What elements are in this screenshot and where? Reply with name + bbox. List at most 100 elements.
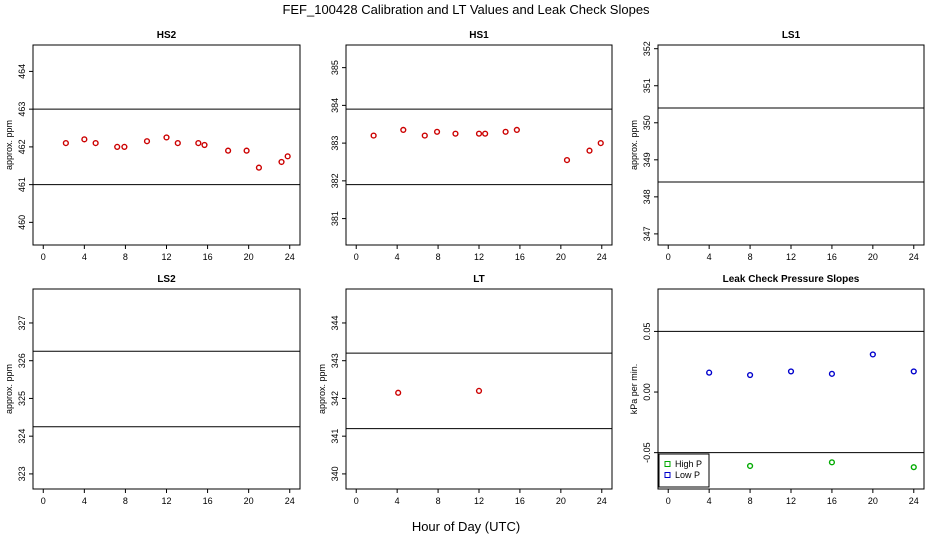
y-tick-label: 342 (330, 391, 340, 406)
data-point (225, 147, 232, 154)
y-tick-label: 462 (17, 139, 27, 154)
y-tick-label: 351 (642, 78, 652, 93)
panel-title: LT (473, 274, 484, 285)
x-tick-label: 8 (123, 252, 128, 262)
data-point (400, 126, 407, 134)
x-tick-label: 12 (474, 496, 484, 506)
y-tick-label: 341 (330, 429, 340, 444)
x-tick-label: 20 (556, 496, 566, 506)
y-tick-label: 340 (330, 466, 340, 481)
data-point (482, 130, 489, 137)
data-point (92, 140, 99, 147)
y-tick-label: 325 (17, 391, 27, 406)
legend-box (658, 453, 710, 488)
y-tick-label: 461 (17, 177, 27, 192)
panel-title: HS2 (157, 30, 177, 41)
legend-swatch (664, 461, 671, 467)
legend-label: High P (675, 459, 702, 469)
x-tick-label: 8 (748, 252, 753, 262)
y-tick-label: 348 (642, 189, 652, 204)
y-tick-label: 0.00 (642, 383, 652, 401)
y-axis-label: kPa per min. (629, 364, 639, 415)
plot-frame (345, 44, 613, 246)
data-point (597, 140, 604, 147)
x-tick-label: 20 (244, 252, 254, 262)
x-tick-label: 4 (395, 252, 400, 262)
data-point (828, 459, 836, 466)
x-tick-label: 0 (41, 496, 46, 506)
x-tick-label: 0 (666, 496, 671, 506)
legend-label: Low P (675, 470, 700, 480)
data-point (143, 138, 151, 145)
x-tick-label: 16 (203, 496, 213, 506)
x-tick-label: 24 (909, 252, 919, 262)
data-point (910, 464, 917, 471)
data-point (201, 141, 208, 149)
x-tick-label: 12 (474, 252, 484, 262)
x-tick-label: 0 (354, 496, 359, 506)
data-point (706, 369, 713, 376)
x-tick-label: 20 (244, 496, 254, 506)
y-tick-label: 382 (330, 173, 340, 188)
panel-title: Leak Check Pressure Slopes (723, 274, 860, 285)
data-point (395, 389, 402, 396)
x-tick-label: 4 (82, 252, 87, 262)
data-point (869, 351, 876, 358)
data-point (163, 134, 170, 141)
x-tick-label: 16 (515, 252, 525, 262)
panel-2: HS1 0 4 8 12 16 20 24 381 382 383 384 385 (330, 30, 613, 262)
y-tick-label: -0.05 (642, 442, 652, 463)
x-tick-label: 24 (909, 496, 919, 506)
y-tick-label: 384 (330, 98, 340, 113)
panel-title: HS1 (469, 30, 489, 41)
x-tick-label: 4 (395, 496, 400, 506)
data-point (284, 153, 291, 160)
data-point (586, 147, 593, 154)
y-tick-label: 344 (330, 315, 340, 330)
x-tick-label: 0 (41, 252, 46, 262)
data-point (421, 132, 428, 139)
y-tick-label: 343 (330, 353, 340, 368)
data-point (475, 130, 483, 137)
y-tick-label: 323 (17, 466, 27, 481)
y-axis-label: approx. ppm (4, 364, 14, 414)
y-tick-label: 352 (642, 41, 652, 56)
x-tick-label: 16 (515, 496, 525, 506)
y-tick-label: 326 (17, 353, 27, 368)
legend-swatch (664, 472, 671, 478)
data-point (174, 140, 181, 147)
x-tick-label: 8 (436, 252, 441, 262)
y-tick-label: 381 (330, 211, 340, 226)
x-tick-label: 20 (868, 496, 878, 506)
data-point (195, 140, 202, 147)
x-tick-label: 4 (707, 496, 712, 506)
y-tick-label: 347 (642, 226, 652, 241)
y-axis-label: approx. ppm (317, 364, 327, 414)
y-tick-label: 349 (642, 152, 652, 167)
y-tick-label: 464 (17, 64, 27, 79)
x-tick-label: 24 (285, 496, 295, 506)
x-tick-label: 12 (161, 496, 171, 506)
y-tick-label: 0.05 (642, 323, 652, 341)
y-tick-label: 385 (330, 60, 340, 75)
data-point (433, 128, 441, 135)
data-point (62, 140, 69, 147)
data-point (513, 126, 520, 134)
data-point (278, 158, 285, 166)
data-point (370, 132, 377, 139)
data-point (121, 143, 128, 150)
panel-title: LS2 (157, 274, 176, 285)
panel-1: HS2 0 4 8 12 16 20 24 460 461 462 463 464 approx. ppm (4, 30, 301, 262)
plot-frame (657, 44, 925, 246)
x-tick-label: 24 (285, 252, 295, 262)
x-tick-label: 8 (436, 496, 441, 506)
x-tick-label: 20 (868, 252, 878, 262)
data-point (452, 130, 459, 137)
y-tick-label: 350 (642, 115, 652, 130)
plot-frame (32, 288, 301, 490)
panel-5: LT 0 4 8 12 16 20 24 340 341 342 343 344 approx. ppm (317, 274, 613, 506)
x-tick-label: 20 (556, 252, 566, 262)
y-tick-label: 383 (330, 136, 340, 151)
